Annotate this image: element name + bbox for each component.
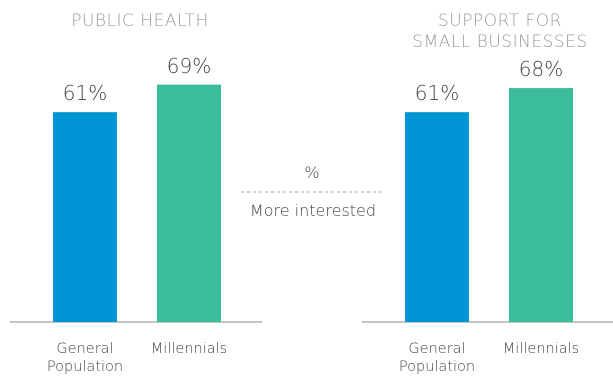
chart-title-public-health: PUBLIC HEALTH (71, 11, 209, 31)
bar-chart0-0 (53, 112, 117, 322)
category-label-chart1-0: General Population (398, 341, 476, 375)
chart-title-small-businesses: SUPPORT FOR SMALL BUSINESSES (412, 11, 588, 52)
value-label-chart1-1: 68% (518, 57, 564, 82)
legend-text: More interested (249, 201, 377, 220)
value-label-chart0-0: 61% (62, 81, 108, 106)
value-label-chart0-1: 69% (166, 53, 212, 78)
category-label-chart0-1: Millennials (150, 341, 228, 357)
category-label-chart0-0: General Population (46, 341, 124, 375)
bar-chart0-1 (157, 84, 221, 322)
legend-symbol: % (304, 163, 320, 182)
bar-chart1-1 (509, 88, 573, 322)
category-label-chart1-1: Millennials (502, 341, 580, 357)
value-label-chart1-0: 61% (414, 81, 460, 106)
bar-chart1-0 (405, 112, 469, 322)
